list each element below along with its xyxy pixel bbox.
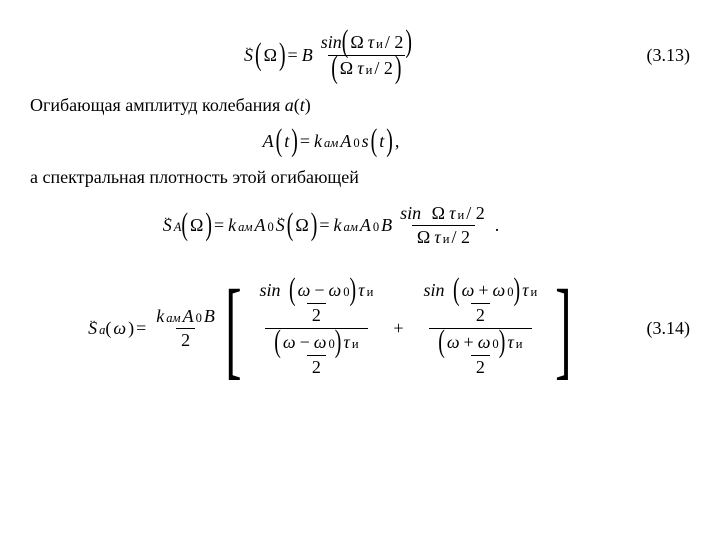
equation-3-13-row: .. S Ω = B sin Ω τи / 2 Ω τи (30, 30, 690, 81)
equation-envelope: A t = kам A0 s t , (30, 130, 690, 153)
term-minus: sin ω − ω0 τи 2 (248, 277, 386, 380)
paragraph-envelope: Огибающая амплитуд колебания a(t) (30, 95, 690, 116)
equation-3-14-row: ..Sa (ω) = kам A0 B 2 [ (30, 273, 690, 383)
paragraph-spectral-density: а спектральная плотность этой огибающей (30, 167, 690, 188)
s-dot-symbol: .. S (242, 45, 255, 66)
sinc-fraction: sin Ω τи / 2 Ω τи / 2 (315, 30, 418, 81)
equation-number-3-14: (3.14) (630, 318, 690, 339)
equation-spectral-SA: ..SA Ω = kам A0 ..S Ω = kам A0 B sin Ω τ… (30, 202, 690, 249)
big-bracket-group: [ sin ω − (223, 273, 574, 383)
equation-3-13: .. S Ω = B sin Ω τи / 2 Ω τи (30, 30, 630, 81)
leading-fraction: kам A0 B 2 (148, 305, 223, 352)
coef-B: B (300, 45, 315, 66)
equation-number-3-13: (3.13) (630, 45, 690, 66)
arg-omega: Ω (262, 45, 279, 66)
term-plus: sin ω + ω0 τи 2 (411, 277, 549, 380)
A-symbol: A (261, 131, 276, 152)
sinc-fraction-SA: sin Ω τи / 2 Ω τи / 2 (394, 202, 493, 249)
equals-sign: = (286, 45, 300, 66)
plus-between-terms: + (385, 318, 411, 339)
equation-3-14: ..Sa (ω) = kам A0 B 2 [ (30, 273, 630, 383)
